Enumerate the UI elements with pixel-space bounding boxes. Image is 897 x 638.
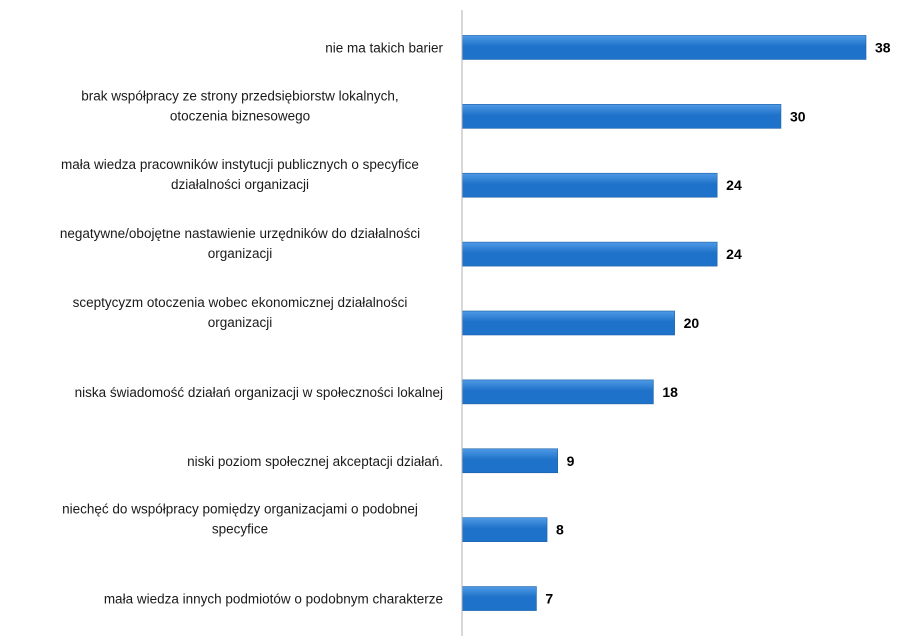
data-label-4: 24 bbox=[726, 246, 742, 262]
category-label-7-line-1: niski poziom społecznej akceptacji dział… bbox=[187, 454, 443, 469]
data-label-9: 7 bbox=[545, 591, 553, 607]
data-label-8: 8 bbox=[556, 522, 564, 538]
category-label-3-line-2: działalności organizacji bbox=[171, 177, 309, 192]
data-label-6: 18 bbox=[662, 384, 678, 400]
category-label-1-line-1: nie ma takich barier bbox=[325, 40, 443, 55]
data-label-3: 24 bbox=[726, 177, 742, 193]
category-label-8-line-1: niechęć do współpracy pomiędzy organizac… bbox=[62, 502, 418, 517]
data-label-5: 20 bbox=[684, 315, 700, 331]
bar-6 bbox=[461, 379, 654, 405]
bar-7 bbox=[461, 448, 558, 474]
data-label-7: 9 bbox=[567, 453, 575, 469]
category-label-2-line-1: brak współpracy ze strony przedsiębiorst… bbox=[81, 88, 398, 103]
data-label-1: 38 bbox=[875, 39, 891, 55]
category-label-5-line-2: organizacji bbox=[208, 315, 273, 330]
bar-1 bbox=[461, 35, 867, 60]
bars-group bbox=[461, 35, 867, 611]
category-label-5-line-1: sceptycyzm otoczenia wobec ekonomicznej … bbox=[73, 295, 408, 310]
bar-3 bbox=[461, 172, 718, 198]
category-label-4-line-2: organizacji bbox=[208, 246, 273, 261]
bar-4 bbox=[461, 241, 718, 267]
category-label-2-line-2: otoczenia biznesowego bbox=[170, 108, 310, 123]
data-label-2: 30 bbox=[790, 108, 806, 124]
category-label-9-line-1: mała wiedza innych podmiotów o podobnym … bbox=[104, 592, 443, 607]
category-label-4-line-1: negatywne/obojętne nastawienie urzędnikó… bbox=[60, 226, 420, 241]
category-label-3-line-1: mała wiedza pracowników instytucji publi… bbox=[61, 157, 419, 172]
category-labels-group: nie ma takich barier brak współpracy ze s… bbox=[60, 40, 444, 606]
bar-5 bbox=[461, 310, 675, 336]
category-label-8-line-2: specyfice bbox=[212, 522, 268, 537]
bar-8 bbox=[461, 517, 548, 542]
bar-9 bbox=[461, 586, 537, 611]
category-label-6-line-1: niska świadomość działań organizacji w s… bbox=[75, 385, 443, 400]
value-labels-group: 38 30 24 24 20 18 9 8 7 bbox=[545, 39, 890, 606]
bar-2 bbox=[461, 104, 782, 129]
